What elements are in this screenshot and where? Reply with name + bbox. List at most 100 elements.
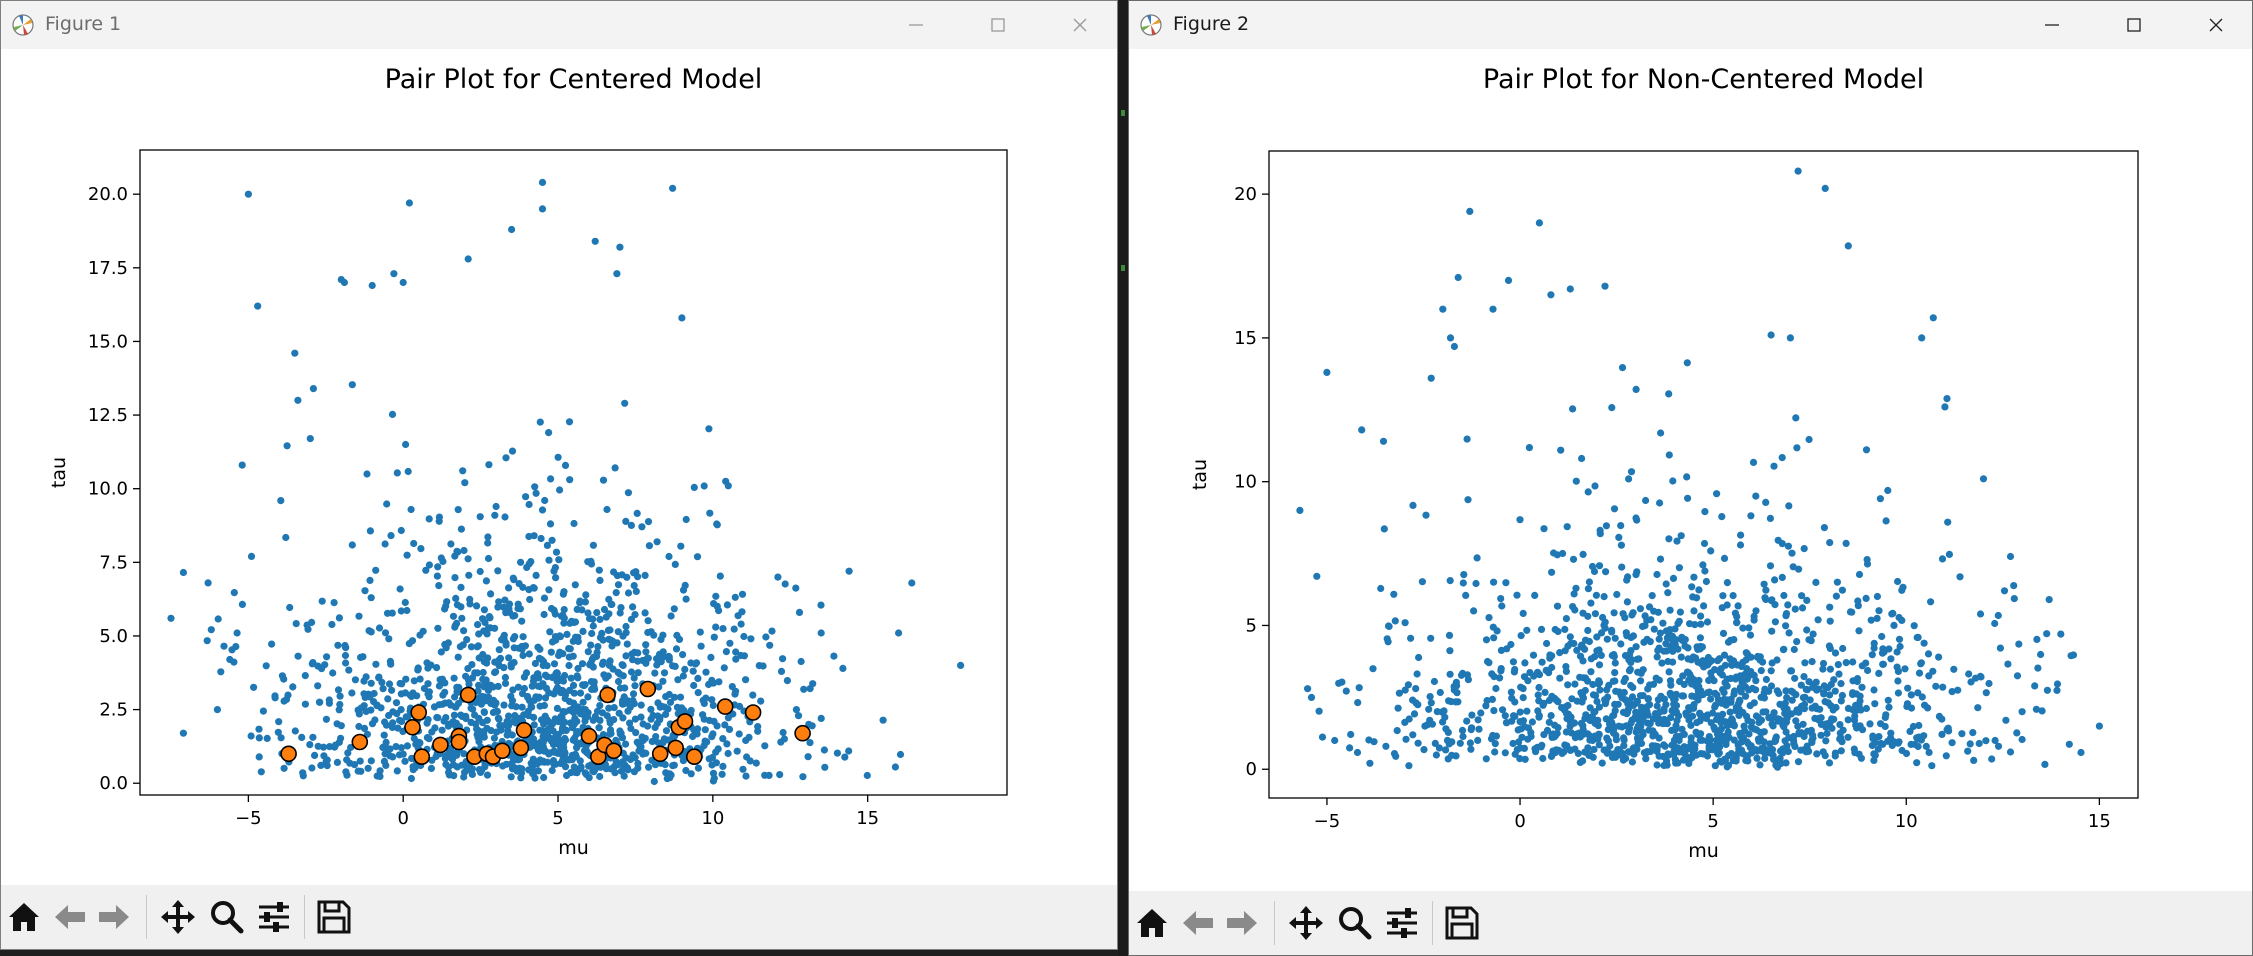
sample-point [277, 734, 285, 742]
sample-point [1540, 731, 1548, 739]
sample-point [1695, 676, 1703, 685]
sample-point [518, 617, 526, 625]
sample-point [707, 653, 715, 662]
sample-point [213, 706, 221, 714]
sample-point [1483, 697, 1491, 705]
sample-point [423, 734, 431, 742]
back-button[interactable] [51, 898, 89, 936]
pan-icon [161, 900, 195, 934]
sample-point [1699, 657, 1707, 665]
titlebar[interactable]: Figure 2 [1129, 1, 2252, 49]
save-button[interactable] [315, 898, 353, 936]
sample-point [220, 642, 228, 650]
forward-button[interactable] [95, 898, 133, 936]
sample-point [534, 643, 542, 651]
sample-point [476, 513, 484, 521]
figure-canvas[interactable]: Pair Plot for Centered Model −5 0 5 10 15 0.0 2… [1, 49, 1117, 887]
titlebar[interactable]: Figure 1 [1, 1, 1117, 49]
sample-point [1405, 762, 1413, 770]
divergence-point [794, 724, 811, 742]
sample-point [761, 742, 769, 750]
sample-point [1774, 715, 1782, 723]
sample-point [1523, 626, 1531, 634]
scatter-chart-non-centered[interactable]: Pair Plot for Non-Centered Model−5 0 5 10 15… [1129, 49, 2252, 893]
sample-point [1800, 545, 1808, 553]
sample-point [1482, 636, 1491, 644]
sample-point [1690, 573, 1698, 581]
sample-point [589, 541, 598, 549]
home-button[interactable] [1133, 904, 1171, 942]
sample-point [1795, 565, 1803, 573]
sample-point [507, 663, 515, 671]
sample-point [379, 685, 387, 693]
sample-point [355, 612, 363, 620]
sample-point [301, 700, 309, 708]
sample-point [1733, 619, 1741, 627]
figure-window-2[interactable]: Figure 2 Pair Plot for Non-Centered Mode… [1128, 0, 2253, 956]
sample-point [740, 632, 748, 641]
zoom-button[interactable] [1335, 904, 1373, 942]
back-button[interactable] [1179, 904, 1217, 942]
sample-point [1736, 541, 1745, 549]
sample-point [407, 774, 415, 783]
sample-point [480, 677, 489, 685]
sample-point [1460, 571, 1468, 579]
configure-subplots-button[interactable] [255, 898, 293, 936]
sample-point [483, 630, 491, 638]
sample-point [1857, 706, 1865, 714]
pan-button[interactable] [159, 898, 197, 936]
sample-point [538, 656, 546, 664]
sample-point [1489, 623, 1497, 631]
sample-point [605, 661, 614, 670]
sample-point [1794, 758, 1803, 766]
minimize-button[interactable] [2019, 1, 2085, 49]
close-button[interactable] [2183, 1, 2249, 49]
sample-point [1945, 550, 1953, 558]
sample-point [1623, 576, 1631, 584]
zoom-button[interactable] [207, 898, 245, 936]
pan-button[interactable] [1287, 904, 1325, 942]
sample-point [1510, 668, 1518, 676]
configure-subplots-button[interactable] [1383, 904, 1421, 942]
maximize-button[interactable] [965, 1, 1031, 49]
sample-point [360, 724, 369, 733]
sample-point [367, 706, 375, 714]
sample-point [1820, 690, 1828, 698]
sample-point [1798, 592, 1806, 600]
sample-point [643, 654, 651, 663]
sample-point [356, 757, 364, 765]
sample-point [442, 714, 450, 722]
sample-point [1304, 685, 1312, 693]
sample-point [1553, 696, 1561, 705]
minimize-button[interactable] [883, 1, 949, 49]
sample-point [1753, 754, 1761, 762]
sample-point [783, 677, 792, 685]
sample-point [1673, 717, 1681, 725]
sample-point [1507, 688, 1515, 696]
sample-point [582, 591, 590, 599]
sample-point [1862, 446, 1871, 454]
sample-point [681, 581, 689, 590]
save-button[interactable] [1443, 904, 1481, 942]
sample-point [486, 614, 494, 622]
scatter-chart-centered[interactable]: Pair Plot for Centered Model−5 0 5 10 150.02… [1, 49, 1117, 887]
sample-point [322, 715, 330, 723]
sample-point [1669, 658, 1677, 666]
maximize-button[interactable] [2101, 1, 2167, 49]
sample-point [1677, 653, 1685, 661]
sample-point [1863, 556, 1871, 564]
sample-point [335, 706, 343, 714]
sample-point [465, 571, 473, 579]
sample-point [1913, 759, 1921, 767]
sample-point [1760, 694, 1768, 702]
figure-window-1[interactable]: Figure 1 Pair Plot for Centered Model −5 0… [0, 0, 1118, 950]
sample-point [1586, 704, 1594, 712]
sample-point [1679, 746, 1687, 754]
sample-point [679, 672, 688, 680]
forward-button[interactable] [1223, 904, 1261, 942]
home-button[interactable] [5, 898, 43, 936]
figure-canvas[interactable]: Pair Plot for Non-Centered Model −5 0 5 10 15… [1129, 49, 2252, 893]
close-button[interactable] [1047, 1, 1113, 49]
sample-point [1855, 627, 1863, 635]
sample-point [2013, 729, 2021, 737]
